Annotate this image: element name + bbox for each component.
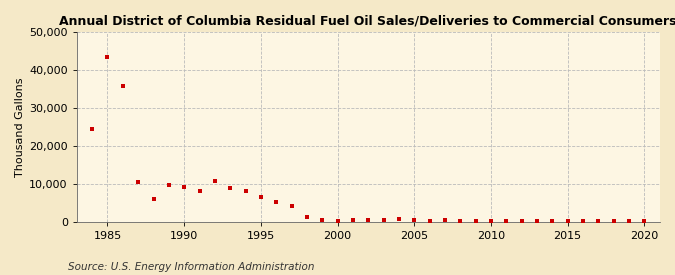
- Point: [501, 218, 512, 223]
- Point: [378, 218, 389, 222]
- Point: [133, 180, 144, 184]
- Point: [562, 218, 573, 223]
- Point: [271, 200, 281, 204]
- Point: [531, 219, 542, 223]
- Point: [624, 219, 634, 223]
- Point: [302, 215, 313, 219]
- Point: [470, 219, 481, 223]
- Y-axis label: Thousand Gallons: Thousand Gallons: [15, 77, 25, 177]
- Point: [102, 54, 113, 59]
- Point: [317, 218, 327, 222]
- Point: [240, 189, 251, 194]
- Point: [608, 219, 619, 223]
- Point: [439, 218, 450, 222]
- Point: [148, 197, 159, 201]
- Point: [424, 218, 435, 223]
- Point: [163, 182, 174, 187]
- Point: [87, 126, 98, 131]
- Point: [578, 219, 589, 223]
- Point: [547, 219, 558, 223]
- Point: [485, 219, 496, 223]
- Point: [516, 219, 527, 223]
- Point: [225, 185, 236, 190]
- Point: [455, 218, 466, 223]
- Text: Source: U.S. Energy Information Administration: Source: U.S. Energy Information Administ…: [68, 262, 314, 271]
- Point: [194, 188, 205, 193]
- Point: [394, 217, 404, 222]
- Point: [363, 218, 374, 222]
- Point: [209, 178, 220, 183]
- Title: Annual District of Columbia Residual Fuel Oil Sales/Deliveries to Commercial Con: Annual District of Columbia Residual Fue…: [59, 15, 675, 28]
- Point: [332, 218, 343, 223]
- Point: [639, 219, 650, 223]
- Point: [117, 84, 128, 88]
- Point: [179, 185, 190, 189]
- Point: [286, 204, 297, 208]
- Point: [593, 219, 603, 223]
- Point: [255, 195, 266, 199]
- Point: [348, 218, 358, 222]
- Point: [409, 218, 420, 222]
